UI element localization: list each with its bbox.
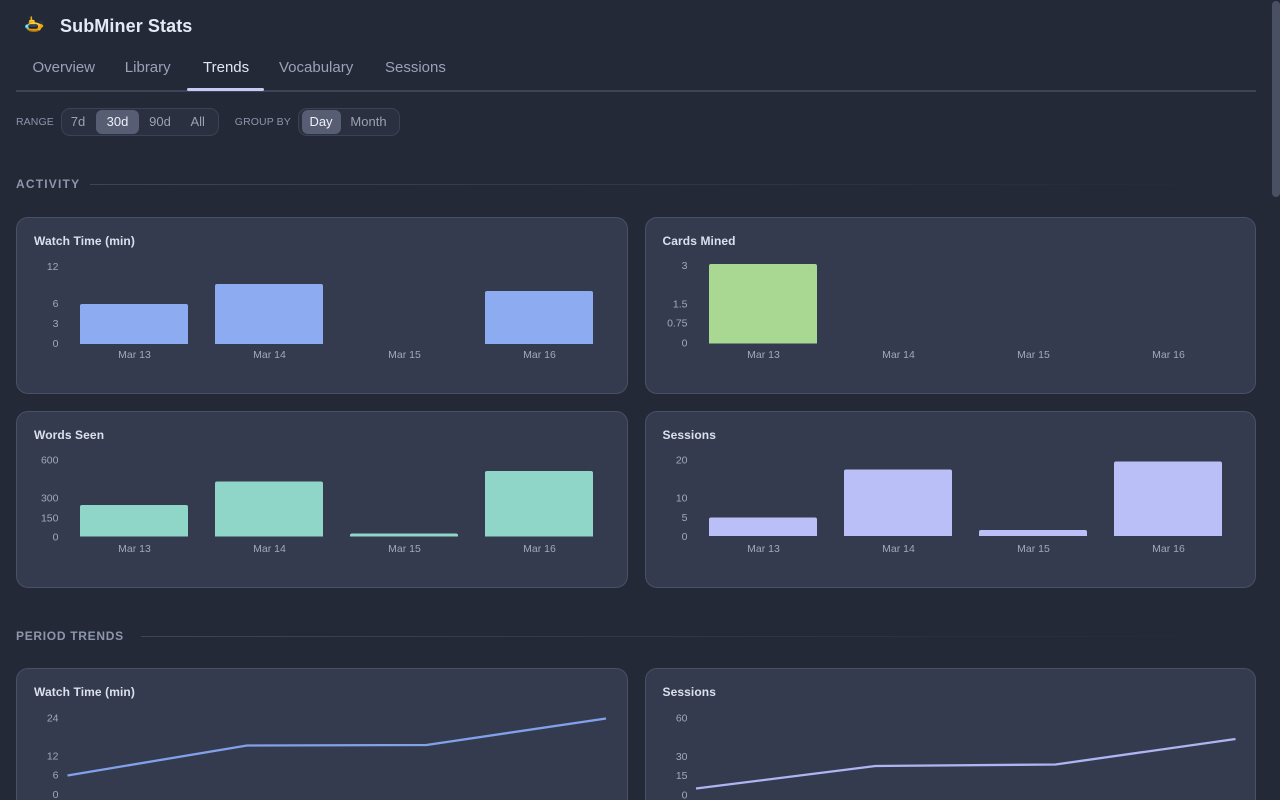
svg-text:Mar 16: Mar 16: [1152, 349, 1185, 361]
svg-text:5: 5: [681, 512, 687, 524]
svg-text:0: 0: [53, 789, 59, 800]
svg-text:Mar 13: Mar 13: [747, 543, 780, 555]
svg-text:Mar 15: Mar 15: [1017, 349, 1050, 361]
svg-text:Mar 16: Mar 16: [1152, 543, 1185, 555]
svg-text:Mar 13: Mar 13: [118, 349, 151, 361]
svg-text:15: 15: [675, 770, 687, 782]
svg-text:Mar 14: Mar 14: [253, 543, 286, 555]
svg-text:3: 3: [53, 318, 59, 330]
svg-text:300: 300: [41, 493, 59, 505]
svg-text:6: 6: [53, 770, 59, 782]
svg-text:Mar 14: Mar 14: [253, 349, 286, 361]
svg-text:0: 0: [53, 532, 59, 544]
svg-text:12: 12: [47, 261, 59, 273]
svg-text:Mar 13: Mar 13: [747, 349, 780, 361]
svg-text:0: 0: [681, 338, 687, 350]
svg-text:150: 150: [41, 513, 59, 525]
svg-text:Mar 15: Mar 15: [1017, 543, 1050, 555]
svg-text:Mar 16: Mar 16: [523, 543, 556, 555]
svg-text:600: 600: [41, 455, 59, 467]
svg-text:Mar 15: Mar 15: [388, 543, 421, 555]
svg-text:3: 3: [681, 260, 687, 272]
svg-text:0: 0: [681, 531, 687, 543]
svg-text:Mar 14: Mar 14: [882, 543, 915, 555]
svg-text:1.5: 1.5: [672, 299, 687, 311]
svg-text:0.75: 0.75: [667, 318, 688, 330]
svg-text:Mar 14: Mar 14: [882, 349, 915, 361]
svg-text:24: 24: [47, 713, 59, 725]
svg-text:Mar 16: Mar 16: [523, 349, 556, 361]
svg-text:Mar 15: Mar 15: [388, 349, 421, 361]
svg-text:0: 0: [53, 338, 59, 350]
svg-text:30: 30: [675, 751, 687, 763]
svg-text:20: 20: [675, 455, 687, 467]
svg-text:60: 60: [675, 713, 687, 725]
svg-text:10: 10: [675, 493, 687, 505]
svg-text:0: 0: [681, 790, 687, 800]
svg-text:12: 12: [47, 751, 59, 763]
svg-text:6: 6: [53, 298, 59, 310]
svg-text:Mar 13: Mar 13: [118, 543, 151, 555]
